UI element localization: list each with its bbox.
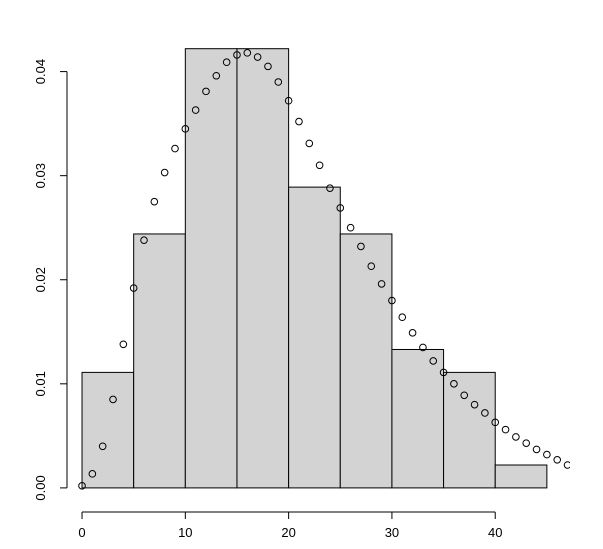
density-point bbox=[563, 461, 570, 469]
density-point bbox=[140, 236, 148, 244]
density-point bbox=[295, 117, 303, 126]
bar bbox=[236, 48, 290, 489]
density-point bbox=[243, 49, 252, 57]
density-point bbox=[377, 280, 386, 288]
density-point bbox=[171, 144, 179, 153]
density-point bbox=[129, 284, 138, 292]
bar bbox=[81, 371, 135, 489]
density-point bbox=[274, 78, 283, 86]
density-point bbox=[222, 58, 231, 67]
density-point bbox=[98, 442, 107, 451]
bar bbox=[494, 464, 548, 489]
density-point bbox=[109, 395, 117, 404]
density-point bbox=[367, 262, 376, 271]
y-tick-label: 0.03 bbox=[33, 163, 48, 188]
density-point bbox=[532, 445, 541, 454]
density-point bbox=[233, 51, 241, 59]
density-point bbox=[119, 340, 128, 349]
density-point bbox=[212, 71, 221, 80]
y-tick-label: 0.02 bbox=[33, 267, 48, 292]
y-tick-label: 0.00 bbox=[33, 475, 48, 500]
density-point bbox=[78, 482, 86, 490]
density-point bbox=[326, 184, 334, 192]
y-tick-label: 0.01 bbox=[33, 371, 48, 396]
x-tick-label: 0 bbox=[78, 525, 85, 540]
density-point bbox=[460, 391, 469, 400]
density-point bbox=[491, 418, 500, 427]
density-point bbox=[346, 223, 355, 232]
density-point bbox=[543, 450, 551, 459]
density-point bbox=[470, 400, 479, 409]
density-point bbox=[501, 425, 510, 434]
bar bbox=[391, 348, 445, 489]
density-point bbox=[253, 53, 262, 61]
density-point bbox=[439, 368, 448, 377]
x-tick-label: 10 bbox=[178, 525, 192, 540]
density-point bbox=[202, 87, 210, 96]
density-point bbox=[429, 357, 438, 365]
density-point bbox=[398, 313, 407, 322]
density-point bbox=[315, 161, 324, 170]
x-tick-label: 40 bbox=[488, 525, 502, 540]
density-point bbox=[305, 139, 314, 148]
density-point bbox=[181, 125, 190, 133]
y-tick-label: 0.04 bbox=[33, 59, 48, 84]
bar bbox=[288, 186, 341, 489]
bar bbox=[184, 48, 238, 489]
bar bbox=[443, 371, 496, 489]
density-point bbox=[336, 204, 345, 212]
bar bbox=[133, 233, 186, 489]
density-point bbox=[150, 197, 159, 206]
density-point bbox=[191, 106, 200, 114]
density-point bbox=[284, 96, 293, 105]
density-point bbox=[481, 409, 489, 417]
density-point bbox=[553, 456, 562, 464]
x-tick-label: 20 bbox=[281, 525, 295, 540]
density-point bbox=[408, 329, 417, 337]
plot-area bbox=[78, 48, 570, 490]
density-point bbox=[419, 343, 427, 352]
density-point bbox=[88, 470, 97, 478]
density-point bbox=[512, 433, 520, 441]
density-point bbox=[522, 439, 531, 447]
density-point bbox=[450, 380, 458, 388]
density-point bbox=[357, 242, 365, 251]
x-tick-label: 30 bbox=[385, 525, 399, 540]
density-point bbox=[264, 62, 272, 71]
bar bbox=[339, 233, 393, 489]
density-point bbox=[388, 296, 396, 305]
density-point bbox=[160, 168, 169, 177]
